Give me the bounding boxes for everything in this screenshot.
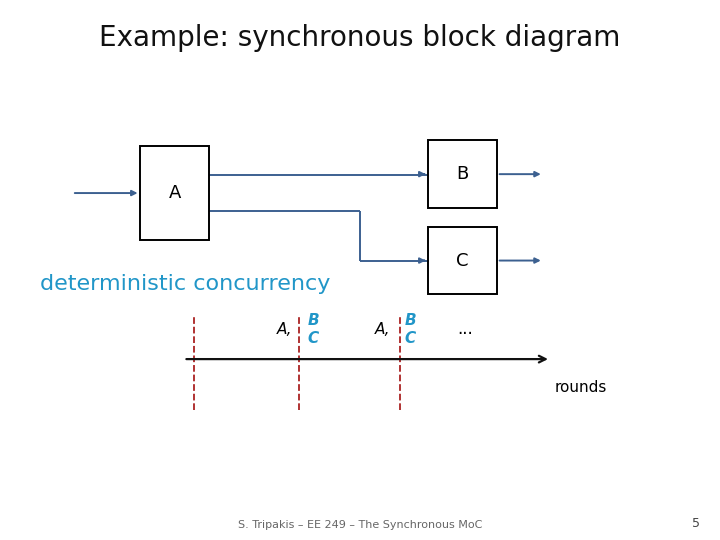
Text: C: C [307, 331, 319, 346]
Text: A: A [168, 184, 181, 202]
Text: B: B [307, 313, 319, 328]
Text: C: C [456, 252, 469, 269]
Bar [140, 146, 209, 240]
Text: B: B [405, 313, 416, 328]
Text: A,: A, [374, 322, 390, 337]
Text: B: B [456, 165, 469, 183]
Text: deterministic concurrency: deterministic concurrency [40, 273, 330, 294]
Text: S. Tripakis – EE 249 – The Synchronous MoC: S. Tripakis – EE 249 – The Synchronous M… [238, 520, 482, 530]
Text: C: C [405, 331, 416, 346]
Text: A,: A, [277, 322, 293, 337]
Text: Example: synchronous block diagram: Example: synchronous block diagram [99, 24, 621, 52]
Text: rounds: rounds [554, 380, 607, 395]
Text: ...: ... [457, 320, 473, 339]
Bar [428, 140, 497, 208]
Text: 5: 5 [692, 517, 700, 530]
Bar [428, 227, 497, 294]
